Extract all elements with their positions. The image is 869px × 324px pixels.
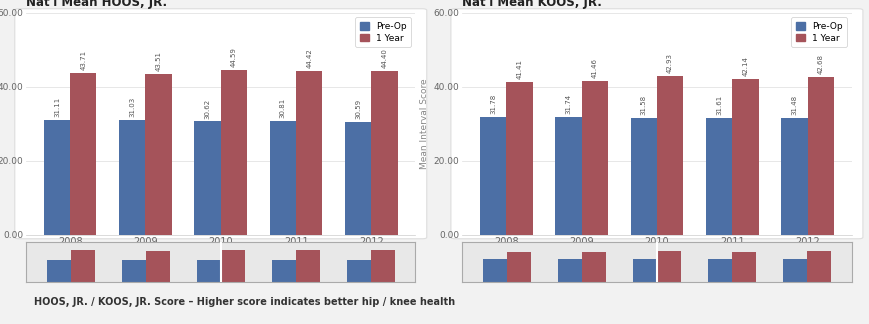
X-axis label: Year: Year [647,249,667,259]
Bar [272,260,295,283]
Bar [345,122,371,235]
Text: 31.61: 31.61 [716,95,722,115]
Text: 44.42: 44.42 [306,48,312,67]
Text: 42.68: 42.68 [818,54,824,74]
Bar [657,251,681,283]
Legend: Pre-Op, 1 Year: Pre-Op, 1 Year [355,17,411,47]
Bar [507,252,531,283]
Text: 42.14: 42.14 [742,56,748,76]
Text: 44.59: 44.59 [231,47,237,67]
Bar [370,250,395,283]
Bar [195,122,221,235]
Text: Nat'l Mean KOOS, JR.: Nat'l Mean KOOS, JR. [462,0,602,9]
X-axis label: Year: Year [210,249,231,259]
Text: 31.03: 31.03 [129,97,136,117]
Bar [806,251,831,283]
Bar [581,81,608,235]
Text: 43.51: 43.51 [156,51,162,71]
Text: 31.11: 31.11 [54,97,60,117]
Text: 31.78: 31.78 [490,94,496,114]
Text: 30.59: 30.59 [355,98,362,119]
Bar [633,259,657,283]
Bar [119,120,145,235]
Text: 30.81: 30.81 [280,98,286,118]
Bar [43,120,70,235]
Bar [783,260,806,283]
Bar [582,252,606,283]
Bar [706,118,733,235]
Bar [807,77,834,235]
Text: 31.48: 31.48 [792,95,798,115]
Bar [347,260,370,283]
Bar [146,250,169,283]
Bar [221,250,245,283]
Bar [295,250,320,283]
Bar [555,117,581,235]
Bar [507,82,533,235]
Text: 44.40: 44.40 [381,48,388,68]
Bar [269,121,296,235]
Bar [732,252,756,283]
Bar [657,76,683,235]
Text: 30.62: 30.62 [204,98,210,119]
Bar [631,118,657,235]
Text: 41.41: 41.41 [516,59,522,79]
Bar [558,259,582,283]
Text: 43.71: 43.71 [80,50,86,70]
Bar [296,71,322,235]
Bar [781,118,807,235]
Bar [371,71,398,235]
Bar [221,70,247,235]
Text: 31.58: 31.58 [640,95,647,115]
Bar [733,79,759,235]
Text: 41.46: 41.46 [592,58,598,78]
Bar [70,73,96,235]
Bar [71,250,95,283]
Y-axis label: Mean Interval Score: Mean Interval Score [421,78,429,169]
Bar [145,74,172,235]
Legend: Pre-Op, 1 Year: Pre-Op, 1 Year [791,17,847,47]
Text: HOOS, JR. / KOOS, JR. Score – Higher score indicates better hip / knee health: HOOS, JR. / KOOS, JR. Score – Higher sco… [35,297,455,307]
Bar [708,259,732,283]
Bar [122,260,146,283]
Text: Nat'l Mean HOOS, JR.: Nat'l Mean HOOS, JR. [26,0,167,9]
Text: 31.74: 31.74 [566,94,572,114]
Bar [483,259,507,283]
Bar [47,260,71,283]
Bar [480,117,507,235]
Text: 42.93: 42.93 [667,53,673,73]
Bar [196,260,221,283]
